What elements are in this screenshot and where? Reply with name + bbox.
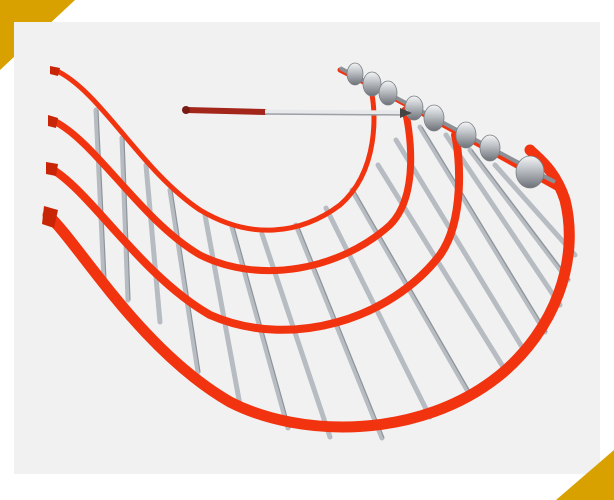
rung: [119, 135, 131, 303]
rollers: [346, 62, 545, 189]
rung: [167, 187, 201, 375]
strap-inner: [52, 67, 377, 233]
strap-ends: [42, 66, 60, 228]
rung: [93, 107, 107, 283]
roller: [515, 155, 545, 189]
rung: [467, 147, 571, 283]
rungs: [93, 107, 578, 441]
rung: [143, 162, 163, 325]
roller: [404, 95, 424, 121]
rung: [492, 162, 578, 258]
roller: [455, 121, 477, 149]
roller: [378, 80, 398, 106]
roller: [479, 134, 501, 162]
rung: [375, 162, 508, 373]
rung: [443, 132, 563, 308]
rung: [417, 124, 548, 335]
strap-second: [48, 106, 415, 275]
corner-accent-bottom-right: [556, 450, 614, 500]
strap-outer: [42, 144, 575, 433]
roller: [423, 104, 445, 132]
roller: [346, 62, 364, 86]
pulling-rod: [182, 106, 412, 118]
rung: [393, 137, 528, 355]
strap-third: [46, 131, 464, 334]
rung: [202, 212, 243, 408]
rung: [293, 222, 385, 441]
rung: [323, 205, 433, 420]
roller: [362, 71, 382, 97]
rung: [349, 187, 473, 398]
